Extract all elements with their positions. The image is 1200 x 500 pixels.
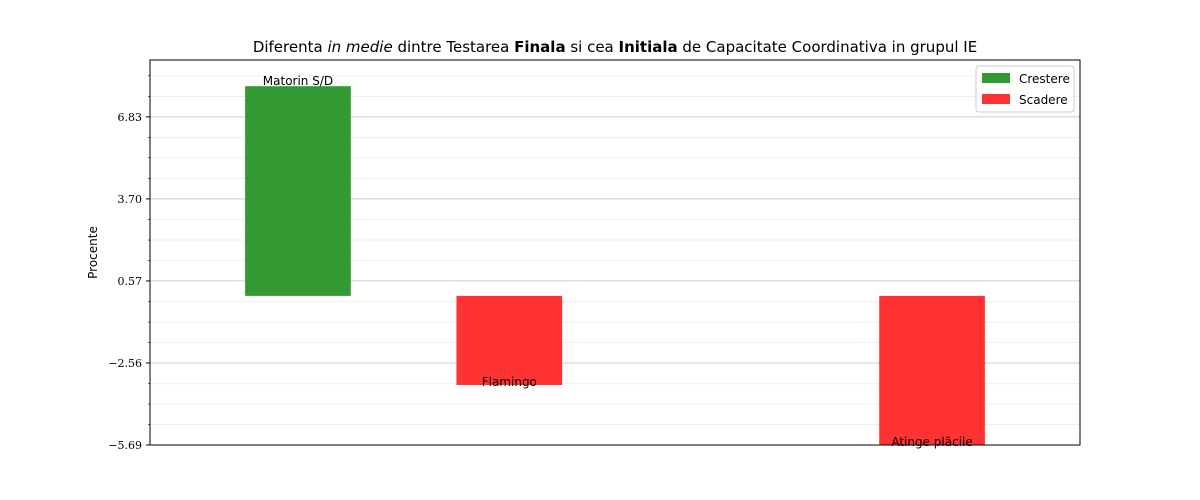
bar bbox=[245, 86, 351, 296]
y-tick-label: 3.70 bbox=[118, 193, 143, 206]
y-tick-label: 6.83 bbox=[118, 111, 143, 124]
legend-label: Crestere bbox=[1019, 72, 1070, 86]
bar bbox=[879, 295, 985, 445]
bar bbox=[456, 295, 563, 385]
title-part: si cea bbox=[566, 38, 619, 56]
y-tick-label: −5.69 bbox=[108, 439, 142, 452]
bar-label: Flamingo bbox=[482, 375, 537, 389]
plot-frame bbox=[149, 59, 1081, 446]
legend-swatch bbox=[982, 73, 1010, 83]
legend-swatch bbox=[982, 94, 1010, 104]
legend-label: Scadere bbox=[1019, 93, 1068, 107]
title-part: dintre Testarea bbox=[393, 38, 514, 56]
y-axis-ticks: −5.69 −2.56 0.57 3.70 6.83 bbox=[108, 75, 150, 452]
title-part: Initiala bbox=[619, 38, 678, 56]
y-tick-label: 0.57 bbox=[118, 275, 143, 288]
title-part: Finala bbox=[514, 38, 565, 56]
bars-layer bbox=[245, 86, 985, 445]
bar-label: Atinge plăcile bbox=[891, 435, 972, 449]
y-tick-label: −2.56 bbox=[108, 357, 142, 370]
title-part: in medie bbox=[327, 38, 392, 56]
bar-labels-layer: Matorin S/D Flamingo Atinge plăcile bbox=[263, 74, 973, 449]
title-part: de Capacitate Coordinativa in grupul IE bbox=[678, 38, 978, 56]
bar-label: Matorin S/D bbox=[263, 74, 333, 88]
y-axis-label: Procente bbox=[86, 226, 100, 279]
chart-title: Diferenta in medie dintre Testarea Final… bbox=[253, 38, 977, 56]
legend: Crestere Scadere bbox=[975, 65, 1075, 113]
title-part: Diferenta bbox=[253, 38, 328, 56]
